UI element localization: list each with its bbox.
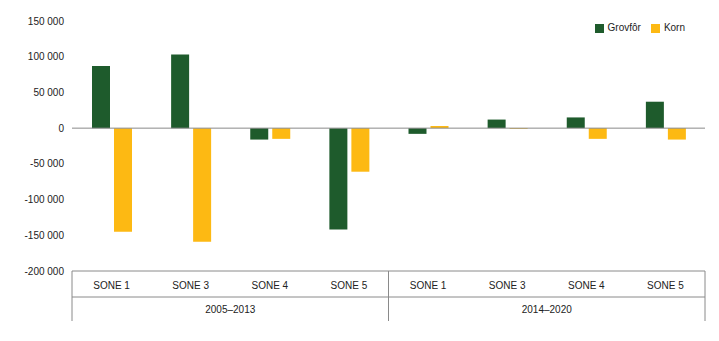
html-text:Grovfôr: Grovfôr (607, 22, 641, 33)
svg-text:SONE 4: SONE 4 (568, 280, 605, 291)
svg-text:0: 0 (58, 123, 64, 134)
svg-text:SONE 1: SONE 1 (410, 280, 447, 291)
html-text:Korn: Korn (663, 22, 685, 33)
svg-text:2005–2013: 2005–2013 (205, 304, 255, 315)
svg-text:SONE 4: SONE 4 (251, 280, 288, 291)
svg-text:100 000: 100 000 (28, 51, 65, 62)
svg-text:SONE 1: SONE 1 (93, 280, 130, 291)
svg-text:-50 000: -50 000 (30, 158, 64, 169)
svg-text:-200 000: -200 000 (25, 266, 65, 277)
svg-text:SONE 5: SONE 5 (647, 280, 684, 291)
svg-text:2014–2020: 2014–2020 (522, 304, 572, 315)
svg-text:-100 000: -100 000 (25, 194, 65, 205)
svg-text:SONE 3: SONE 3 (489, 280, 526, 291)
svg-text:150 000: 150 000 (28, 16, 65, 27)
svg-text:-150 000: -150 000 (25, 230, 65, 241)
svg-text:50 000: 50 000 (33, 87, 64, 98)
svg-text:SONE 3: SONE 3 (172, 280, 209, 291)
svg-text:SONE 5: SONE 5 (331, 280, 368, 291)
